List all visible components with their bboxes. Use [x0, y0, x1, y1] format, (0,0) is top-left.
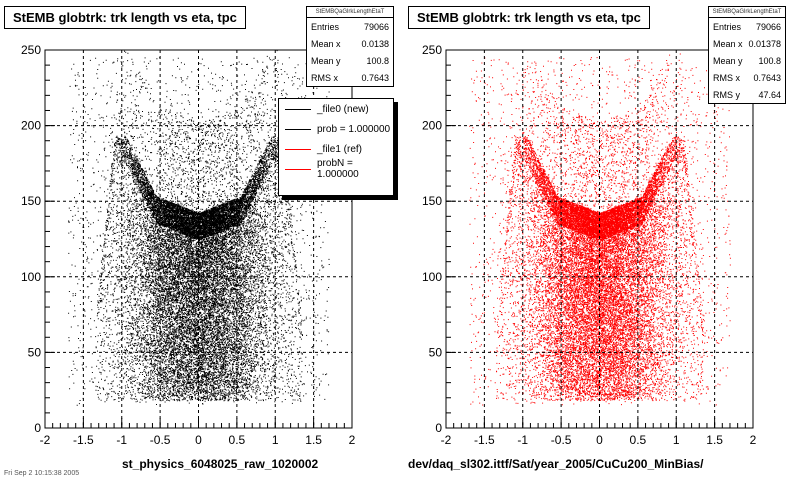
legend-label: prob = 1.000000 [317, 123, 391, 135]
stats-row: Entries 79066 [709, 18, 785, 35]
stats-label: Mean y [311, 56, 341, 66]
stats-label: Mean y [713, 56, 743, 66]
x-tick-label: 2 [349, 433, 356, 447]
stats-row: RMS x 0.7643 [709, 69, 785, 86]
stats-row: RMS y 47.64 [709, 86, 785, 103]
x-tick-label: 1 [272, 433, 279, 447]
legend-box: _file0 (new) prob = 1.000000 _file1 (ref… [278, 98, 394, 196]
y-tick-label: 200 [422, 119, 442, 133]
y-tick-label: 200 [21, 119, 41, 133]
x-axis-title-left: st_physics_6048025_raw_1020002 [122, 457, 319, 471]
legend-label: _file0 (new) [317, 103, 369, 115]
stats-row: Mean x 0.0138 [307, 35, 393, 52]
x-tick-label: -2 [441, 433, 452, 447]
x-tick-label: 1.5 [305, 433, 322, 447]
stats-value: 79066 [755, 22, 781, 32]
legend-entry: _file0 (new) [279, 99, 393, 119]
stats-label: Entries [713, 22, 742, 32]
legend-label: probN = 1.000000 [317, 158, 359, 180]
y-tick-label: 0 [34, 421, 41, 435]
stats-box-left: StEMBQaGlrkLengthEtaT Entries 79066 Mean … [306, 6, 394, 87]
scatter-points [469, 53, 731, 406]
stats-label: RMS x [311, 73, 338, 83]
stats-value: 0.7643 [361, 73, 389, 83]
x-tick-label: 2 [750, 433, 757, 447]
legend-swatch [285, 108, 311, 110]
y-tick-label: 150 [422, 194, 442, 208]
stats-value: 100.8 [366, 56, 389, 66]
x-tick-label: -2 [40, 433, 51, 447]
stats-label: Mean x [311, 39, 341, 49]
y-tick-label: 100 [21, 270, 41, 284]
stats-label: RMS x [713, 73, 740, 83]
chart-title-right: StEMB globtrk: trk length vs eta, tpc [408, 6, 650, 29]
x-axis-title-right: dev/daq_sl302.ittf/Sat/year_2005/CuCu200… [408, 457, 704, 471]
x-tick-label: 1.5 [706, 433, 723, 447]
x-tick-label: -1 [517, 433, 528, 447]
legend-swatch [285, 148, 311, 150]
x-tick-label: 0 [195, 433, 202, 447]
y-tick-label: 100 [422, 270, 442, 284]
legend-label: _file1 (ref) [317, 143, 363, 155]
chart-title-left: StEMB globtrk: trk length vs eta, tpc [4, 6, 246, 29]
stats-value: 0.01378 [748, 39, 781, 49]
stats-value: 100.8 [758, 56, 781, 66]
x-tick-label: -0.5 [551, 433, 572, 447]
legend-entry: prob = 1.000000 [279, 119, 393, 139]
y-tick-label: 150 [21, 194, 41, 208]
x-tick-label: -1.5 [73, 433, 94, 447]
x-tick-label: 0.5 [630, 433, 647, 447]
x-tick-label: 0.5 [229, 433, 246, 447]
x-tick-label: 0 [596, 433, 603, 447]
stats-value: 0.0138 [361, 39, 389, 49]
stats-row: RMS x 0.7643 [307, 69, 393, 86]
legend-swatch [285, 168, 311, 170]
chart-panel-right: -2 -1.5 -1 -0.5 0 0.5 1 1.5 2 0 50 100 150 200 250 [422, 43, 757, 447]
x-tick-label: -0.5 [150, 433, 171, 447]
stats-value: 0.7643 [753, 73, 781, 83]
stats-label: Entries [311, 22, 340, 32]
stats-row: Mean y 100.8 [709, 52, 785, 69]
stats-row: Mean x 0.01378 [709, 35, 785, 52]
x-tick-label: -1 [116, 433, 127, 447]
footer-timestamp: Fri Sep 2 10:15:38 2005 [4, 470, 80, 477]
y-tick-label: 50 [28, 345, 42, 359]
stats-header-left: StEMBQaGlrkLengthEtaT [307, 7, 393, 18]
stats-box-right: StEMBQaGlrkLengthEtaT Entries 79066 Mean … [708, 6, 786, 104]
legend-entry: probN = 1.000000 [279, 158, 393, 180]
y-tick-label: 250 [422, 43, 442, 57]
y-tick-label: 250 [21, 43, 41, 57]
x-tick-label: 1 [673, 433, 680, 447]
y-tick-label: 0 [435, 421, 442, 435]
stats-row: Mean y 100.8 [307, 52, 393, 69]
stats-label: Mean x [713, 39, 743, 49]
legend-entry: _file1 (ref) [279, 139, 393, 159]
stats-value: 47.64 [758, 90, 781, 100]
stats-value: 79066 [363, 22, 389, 32]
stats-row: Entries 79066 [307, 18, 393, 35]
stats-label: RMS y [713, 90, 740, 100]
y-tick-label: 50 [429, 345, 443, 359]
x-tick-label: -1.5 [474, 433, 495, 447]
legend-swatch [285, 128, 311, 130]
stats-header-right: StEMBQaGlrkLengthEtaT [709, 7, 785, 18]
